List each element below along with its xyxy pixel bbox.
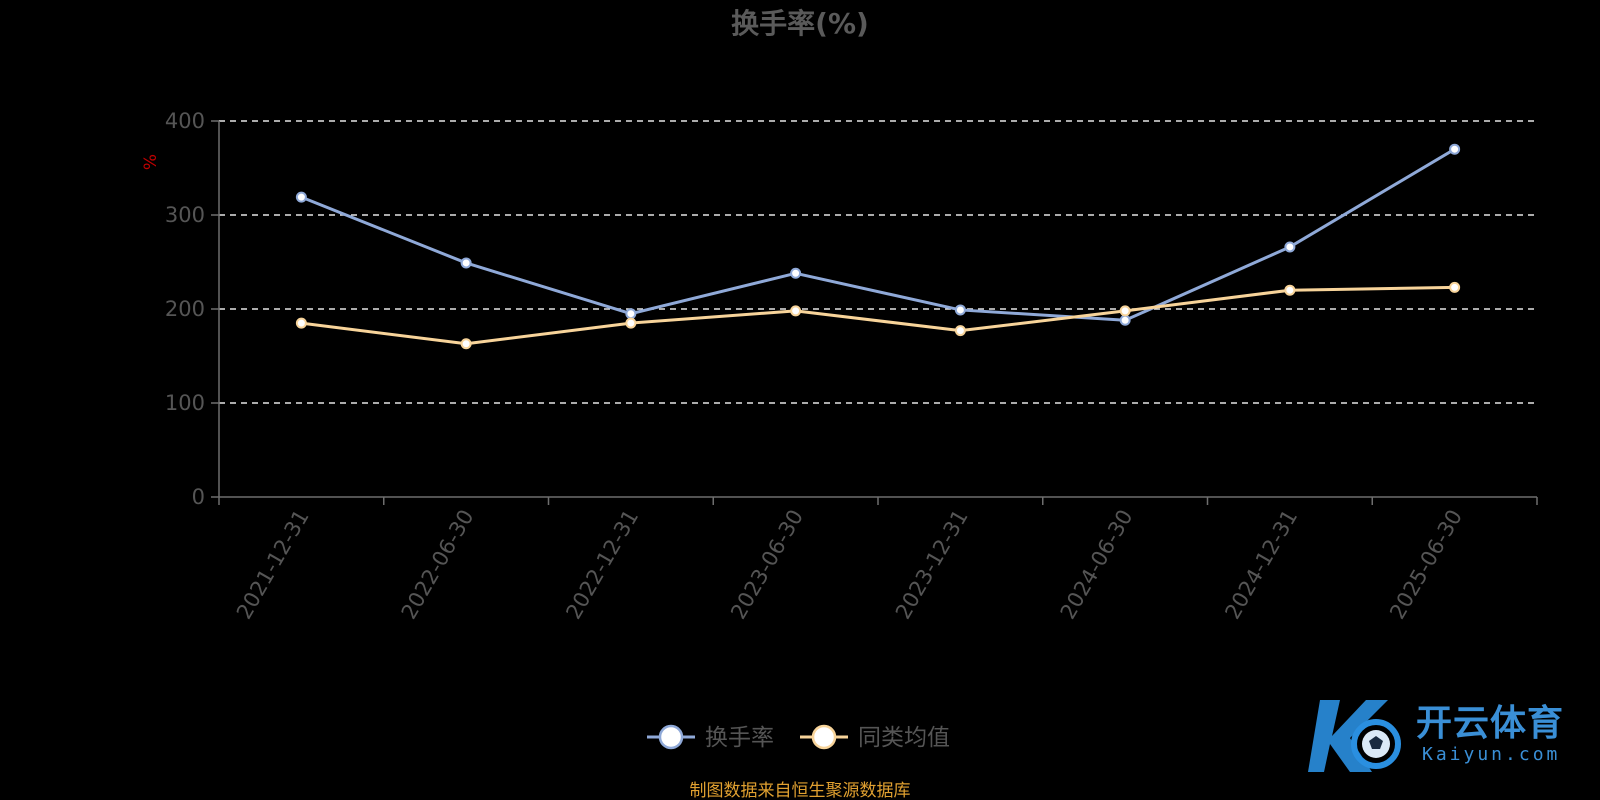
y-tick-label-300: 300: [165, 203, 205, 227]
series-2-point-2022-12-31[interactable]: [625, 317, 637, 329]
legend-swatch-marker: [811, 724, 837, 750]
x-tick-label-2023-12-31: 2023-12-31: [891, 506, 973, 624]
x-tick-label-2024-12-31: 2024-12-31: [1220, 506, 1302, 624]
legend-item-1[interactable]: 换手率: [647, 724, 774, 751]
series-2-point-2022-06-30[interactable]: [460, 338, 472, 350]
y-axis-ticks: 0 100 200 300 400: [165, 109, 205, 509]
series-1-point-2022-12-31[interactable]: [625, 308, 637, 320]
series-1-point-2024-06-30[interactable]: [1119, 314, 1131, 326]
legend-label-1: 换手率: [705, 725, 774, 751]
series-1-point-2023-12-31[interactable]: [954, 304, 966, 316]
legend: 换手率 同类均值: [647, 724, 950, 751]
x-tick-label-2025-06-30: 2025-06-30: [1385, 506, 1467, 624]
series-1-point-2023-06-30[interactable]: [790, 267, 802, 279]
x-tick-label-2021-12-31: 2021-12-31: [232, 506, 314, 624]
series-2-point-2023-12-31[interactable]: [954, 325, 966, 337]
y-tick-label-100: 100: [165, 391, 205, 415]
brand-watermark: 开云体育 Kaiyun.com: [1306, 690, 1586, 778]
data-series: [295, 143, 1461, 350]
x-axis-ticks: 2021-12-31 2022-06-30 2022-12-31 2023-06-30…: [232, 506, 1467, 624]
series-1-point-2024-12-31[interactable]: [1284, 241, 1296, 253]
legend-item-2[interactable]: 同类均值: [800, 724, 950, 751]
legend-label-2: 同类均值: [858, 725, 950, 751]
series-2-point-2024-06-30[interactable]: [1119, 305, 1131, 317]
x-tick-label-2023-06-30: 2023-06-30: [726, 506, 808, 624]
gridlines: [219, 120, 1537, 404]
legend-swatch-marker: [658, 724, 684, 750]
data-source-note: 制图数据来自恒生聚源数据库: [690, 781, 911, 800]
series-line-2: [301, 285, 1455, 346]
series-2-point-2023-06-30[interactable]: [790, 305, 802, 317]
y-tick-label-400: 400: [165, 109, 205, 133]
x-tick-label-2024-06-30: 2024-06-30: [1056, 506, 1138, 624]
series-1-point-2022-06-30[interactable]: [460, 257, 472, 269]
axes: [211, 120, 1538, 505]
brand-name-en: Kaiyun.com: [1422, 744, 1561, 765]
series-2-point-2025-06-30[interactable]: [1449, 281, 1461, 293]
series-2-point-2021-12-31[interactable]: [295, 317, 307, 329]
chart-title: 换手率(%): [731, 7, 869, 40]
y-tick-label-200: 200: [165, 297, 205, 321]
x-tick-label-2022-06-30: 2022-06-30: [397, 506, 479, 624]
series-1-point-2025-06-30[interactable]: [1449, 143, 1461, 155]
y-tick-label-0: 0: [192, 485, 205, 509]
brand-logo-icon: [1308, 700, 1401, 772]
x-tick-label-2022-12-31: 2022-12-31: [561, 506, 643, 624]
series-1-point-2021-12-31[interactable]: [295, 191, 307, 203]
series-2-point-2024-12-31[interactable]: [1284, 284, 1296, 296]
brand-name-cn: 开云体育: [1416, 703, 1565, 744]
series-line-1: [300, 147, 1456, 322]
y-axis-unit-label: %: [141, 154, 161, 170]
